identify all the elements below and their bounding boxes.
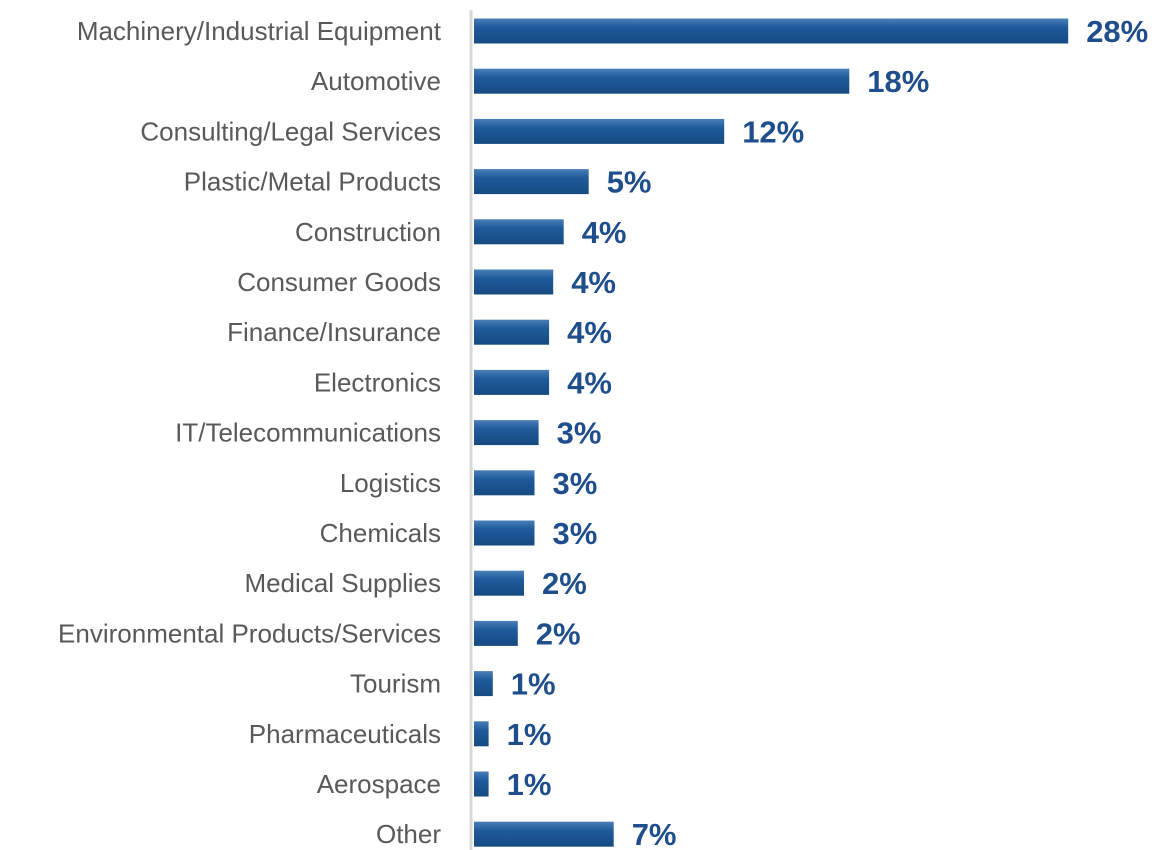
- category-label: Automotive: [311, 66, 441, 96]
- data-label: 2%: [536, 616, 581, 651]
- category-label: Electronics: [314, 367, 441, 397]
- bar-4: [474, 219, 564, 245]
- data-label: 1%: [511, 667, 556, 702]
- category-label: Plastic/Metal Products: [184, 167, 441, 197]
- data-label: 3%: [553, 516, 598, 551]
- bar-5: [474, 269, 554, 295]
- data-labels-layer: 28% 18% 12% 5% 4% 4% 4% 4% 3% 3% 3% 2% 2% 1% 1% 1% 7%: [507, 14, 1149, 850]
- data-label: 1%: [507, 717, 552, 752]
- bar-11: [474, 570, 524, 596]
- category-label: Medical Supplies: [244, 568, 441, 598]
- category-label: Other: [376, 819, 441, 849]
- bar-10: [474, 520, 535, 546]
- bar-15: [474, 771, 489, 797]
- category-label: Logistics: [340, 468, 441, 498]
- bar-14: [474, 721, 489, 747]
- category-label: Chemicals: [320, 518, 441, 548]
- data-label: 18%: [867, 64, 929, 99]
- category-labels-layer: Machinery/Industrial Equipment Automotive…: [58, 16, 442, 849]
- bar-12: [474, 620, 518, 646]
- data-label: 4%: [571, 265, 616, 300]
- data-label: 28%: [1086, 14, 1148, 49]
- data-label: 7%: [632, 817, 677, 850]
- bar-3: [474, 169, 589, 195]
- category-label: Pharmaceuticals: [249, 719, 441, 749]
- data-label: 4%: [567, 365, 612, 400]
- bar-2: [474, 118, 725, 144]
- category-label: Consulting/Legal Services: [140, 116, 441, 146]
- category-label: Tourism: [350, 669, 441, 699]
- data-label: 3%: [553, 466, 598, 501]
- bar-1: [474, 68, 850, 94]
- data-label: 12%: [742, 114, 804, 149]
- data-label: 5%: [607, 165, 652, 200]
- category-label: Construction: [295, 217, 441, 247]
- bar-0: [474, 18, 1069, 44]
- data-label: 4%: [567, 315, 612, 350]
- bars-layer: [474, 18, 1069, 847]
- bar-16: [474, 821, 614, 847]
- category-label: Aerospace: [317, 769, 441, 799]
- bar-7: [474, 369, 550, 395]
- data-label: 1%: [507, 767, 552, 802]
- category-label: Environmental Products/Services: [58, 618, 441, 648]
- data-label: 3%: [557, 416, 602, 451]
- bar-6: [474, 319, 550, 345]
- category-label: IT/Telecommunications: [175, 418, 441, 448]
- bar-13: [474, 671, 493, 697]
- category-label: Machinery/Industrial Equipment: [77, 16, 442, 46]
- category-label: Finance/Insurance: [227, 317, 441, 347]
- bar-8: [474, 420, 539, 446]
- category-label: Consumer Goods: [237, 267, 441, 297]
- bar-9: [474, 470, 535, 496]
- data-label: 2%: [542, 566, 587, 601]
- data-label: 4%: [582, 215, 627, 250]
